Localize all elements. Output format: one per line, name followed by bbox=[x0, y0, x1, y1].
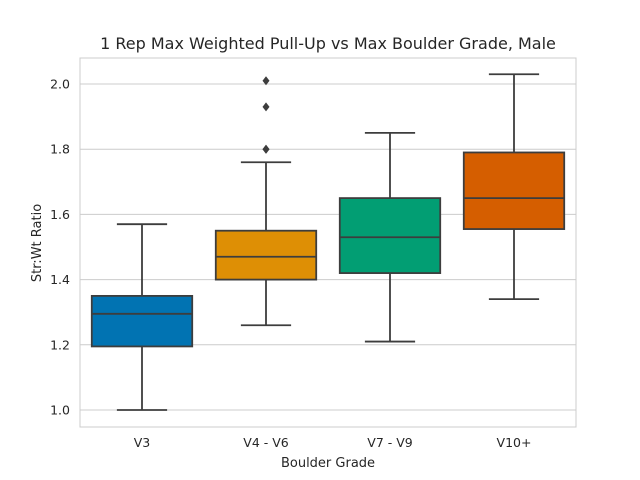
box-group bbox=[338, 131, 442, 343]
x-tick-label: V10+ bbox=[497, 435, 532, 450]
plot-frame bbox=[79, 57, 577, 428]
x-axis-label: Boulder Grade bbox=[281, 456, 375, 471]
x-tick-label: V7 - V9 bbox=[367, 435, 413, 450]
box-group bbox=[90, 223, 194, 411]
outlier-point bbox=[262, 102, 270, 112]
x-tick-label: V3 bbox=[134, 435, 151, 450]
iqr-box bbox=[462, 151, 566, 230]
iqr-box bbox=[90, 294, 194, 348]
x-tick-label: V4 - V6 bbox=[243, 435, 289, 450]
y-tick-label: 1.0 bbox=[50, 403, 70, 418]
y-tick-label: 1.8 bbox=[50, 142, 70, 157]
y-tick-label: 1.6 bbox=[50, 207, 70, 222]
y-axis-label: Str:Wt Ratio bbox=[30, 204, 45, 282]
outlier-point bbox=[262, 144, 270, 154]
box-group bbox=[214, 76, 318, 327]
iqr-box bbox=[338, 197, 442, 274]
tick-layer: 1.0 1.2 1.4 1.6 1.8 2.0 V3 V4 - V6 V7 - V9 V10+ bbox=[50, 77, 531, 451]
iqr-box bbox=[214, 229, 318, 281]
box-group bbox=[462, 73, 566, 301]
chart-title: 1 Rep Max Weighted Pull-Up vs Max Boulde… bbox=[100, 34, 556, 53]
outlier-point bbox=[262, 76, 270, 86]
y-tick-label: 1.4 bbox=[50, 272, 70, 287]
grid-layer bbox=[80, 83, 576, 411]
y-tick-label: 2.0 bbox=[50, 77, 70, 92]
y-tick-label: 1.2 bbox=[50, 337, 70, 352]
box-layer bbox=[90, 73, 566, 411]
